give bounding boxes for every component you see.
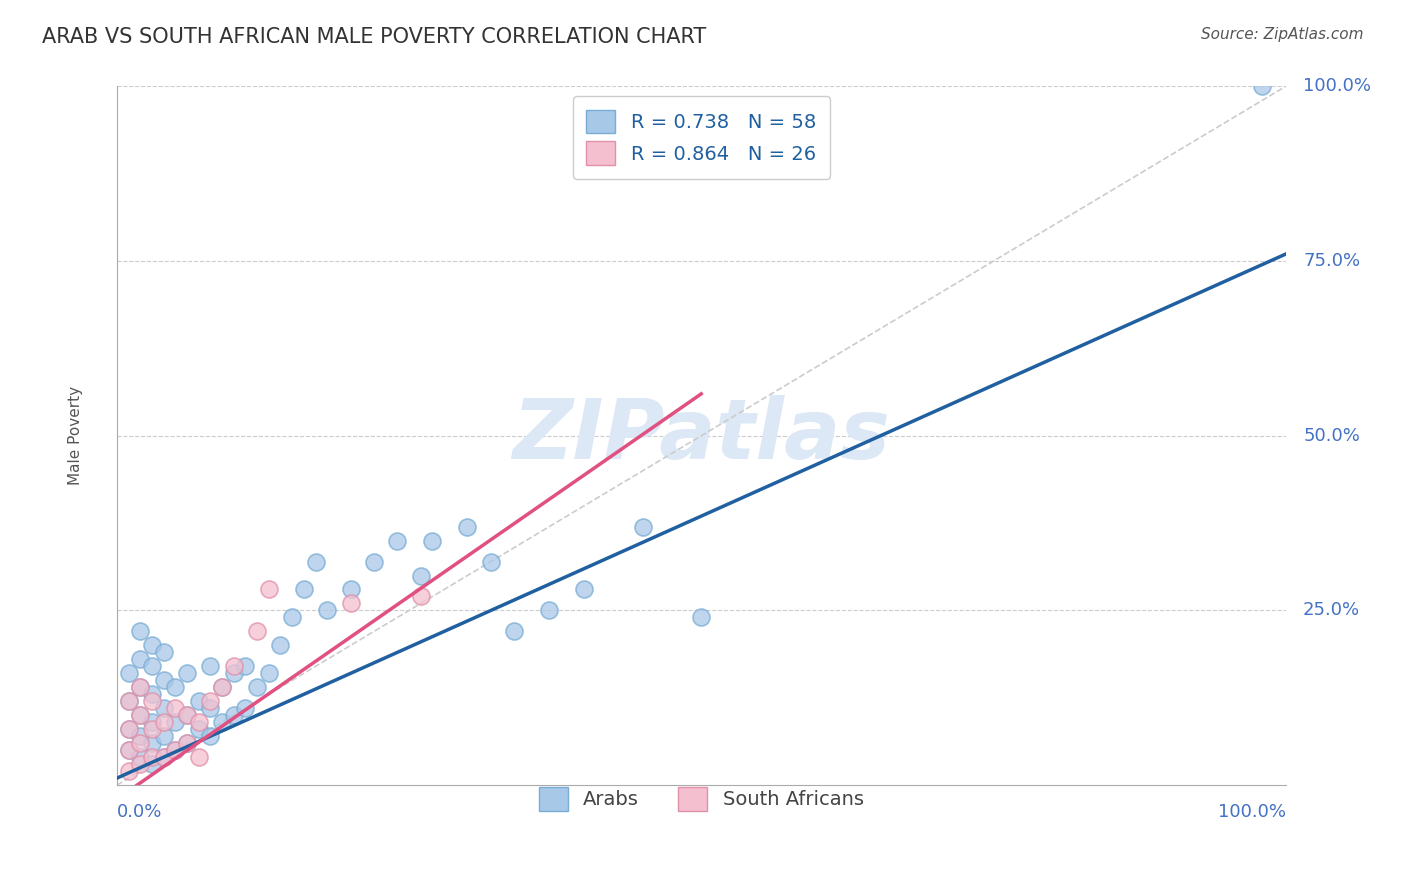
Point: [165, 743, 187, 757]
Text: Male Poverty: Male Poverty: [69, 386, 83, 485]
Point: [129, 652, 152, 666]
Point: [152, 673, 174, 688]
Point: [200, 694, 222, 708]
Point: [152, 729, 174, 743]
Legend: Arabs, South Africans: Arabs, South Africans: [524, 773, 877, 824]
Point: [152, 645, 174, 659]
Point: [117, 723, 139, 737]
Point: [129, 757, 152, 772]
Point: [363, 555, 385, 569]
Point: [235, 659, 257, 673]
Point: [141, 687, 163, 701]
Point: [129, 708, 152, 723]
Point: [257, 666, 280, 681]
Point: [187, 694, 209, 708]
Point: [503, 624, 526, 639]
Point: [152, 750, 174, 764]
Point: [117, 666, 139, 681]
Point: [176, 708, 198, 723]
Point: [141, 659, 163, 673]
Point: [117, 694, 139, 708]
Point: [304, 555, 326, 569]
Text: 100.0%: 100.0%: [1303, 78, 1371, 95]
Point: [129, 624, 152, 639]
Point: [152, 750, 174, 764]
Point: [235, 701, 257, 715]
Point: [129, 681, 152, 695]
Point: [316, 603, 339, 617]
Text: ARAB VS SOUTH AFRICAN MALE POVERTY CORRELATION CHART: ARAB VS SOUTH AFRICAN MALE POVERTY CORRE…: [42, 27, 706, 46]
Point: [257, 582, 280, 597]
Point: [176, 708, 198, 723]
Point: [246, 681, 269, 695]
Point: [281, 610, 304, 624]
Point: [129, 750, 152, 764]
Point: [187, 750, 209, 764]
Point: [269, 639, 291, 653]
Point: [456, 519, 478, 533]
Point: [246, 624, 269, 639]
Text: 100.0%: 100.0%: [1218, 803, 1285, 821]
Point: [176, 736, 198, 750]
Point: [211, 681, 233, 695]
Point: [152, 715, 174, 730]
Point: [187, 715, 209, 730]
Point: [141, 757, 163, 772]
Point: [176, 736, 198, 750]
Point: [165, 681, 187, 695]
Point: [117, 743, 139, 757]
Point: [339, 582, 361, 597]
Point: [117, 723, 139, 737]
Point: [200, 729, 222, 743]
Point: [222, 666, 245, 681]
Point: [129, 708, 152, 723]
Point: [200, 701, 222, 715]
Point: [141, 715, 163, 730]
Text: 75.0%: 75.0%: [1303, 252, 1360, 270]
Point: [129, 681, 152, 695]
Point: [165, 701, 187, 715]
Point: [141, 736, 163, 750]
Point: [117, 764, 139, 779]
Point: [1251, 79, 1274, 94]
Point: [339, 597, 361, 611]
Point: [222, 659, 245, 673]
Point: [409, 568, 432, 582]
Text: ZIPatlas: ZIPatlas: [512, 395, 890, 476]
Point: [387, 533, 409, 548]
Point: [117, 743, 139, 757]
Point: [292, 582, 315, 597]
Text: 25.0%: 25.0%: [1303, 601, 1360, 619]
Point: [141, 694, 163, 708]
Point: [117, 694, 139, 708]
Point: [538, 603, 561, 617]
Point: [631, 519, 654, 533]
Point: [152, 701, 174, 715]
Text: 0.0%: 0.0%: [117, 803, 162, 821]
Point: [129, 729, 152, 743]
Point: [176, 666, 198, 681]
Point: [141, 723, 163, 737]
Point: [422, 533, 444, 548]
Point: [211, 715, 233, 730]
Point: [141, 639, 163, 653]
Point: [200, 659, 222, 673]
Text: 50.0%: 50.0%: [1303, 426, 1360, 445]
Point: [409, 590, 432, 604]
Point: [187, 723, 209, 737]
Point: [479, 555, 502, 569]
Point: [141, 750, 163, 764]
Point: [165, 715, 187, 730]
Point: [129, 736, 152, 750]
Text: Source: ZipAtlas.com: Source: ZipAtlas.com: [1201, 27, 1364, 42]
Point: [574, 582, 596, 597]
Point: [222, 708, 245, 723]
Point: [165, 743, 187, 757]
Point: [690, 610, 713, 624]
Point: [211, 681, 233, 695]
